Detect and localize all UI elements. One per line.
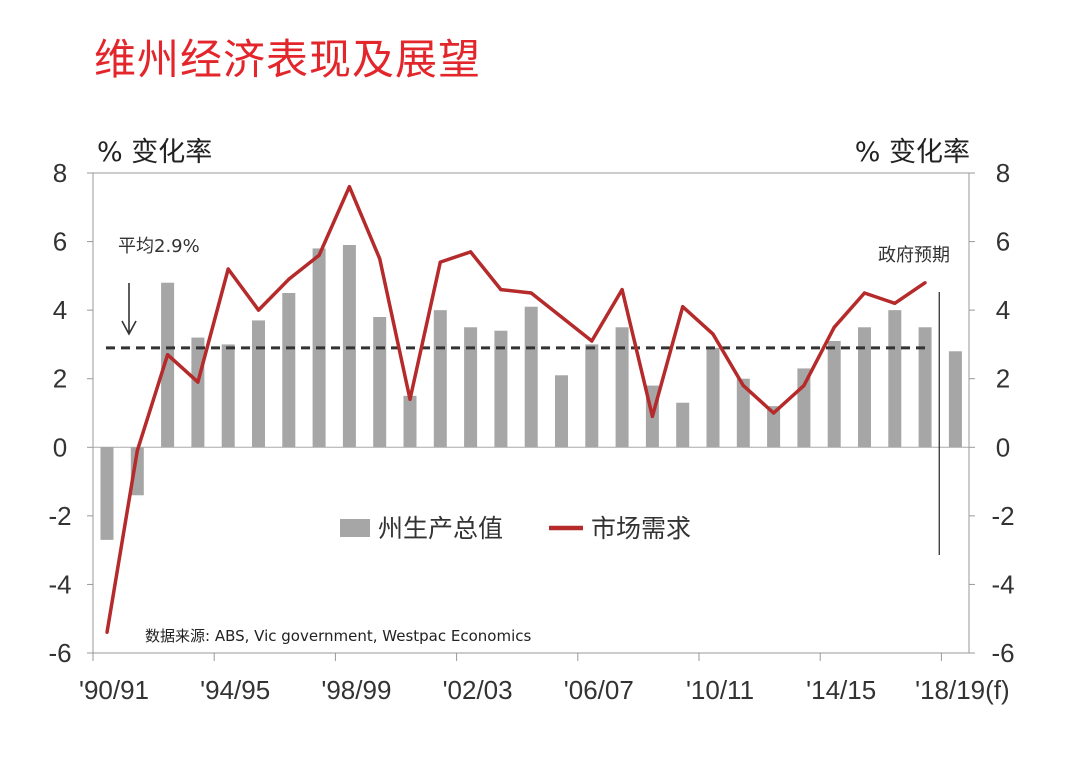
gsp-bar xyxy=(252,320,265,448)
right-y-tick-label: 2 xyxy=(996,364,1010,394)
demand-point xyxy=(105,630,109,635)
demand-point xyxy=(256,308,261,312)
demand-point xyxy=(499,287,503,292)
demand-point xyxy=(378,257,382,261)
gsp-bar xyxy=(888,310,902,448)
y-tick-label: 0 xyxy=(53,432,67,462)
gsp-bar xyxy=(918,327,932,448)
legend: 州生产总值 市场需求 xyxy=(340,514,691,543)
x-tick-label: '94/95 xyxy=(200,675,270,705)
demand-point xyxy=(347,185,351,189)
gsp-bar xyxy=(827,341,841,448)
demand-point xyxy=(711,332,715,336)
gsp-bar xyxy=(585,344,599,448)
gsp-bar xyxy=(191,337,205,448)
axes: 8 8 6 6 4 4 2 2 0 0 -2 -2 -4 -4 -6 -6 '90/91 '94/95 '98/99… xyxy=(48,158,1014,705)
demand-point xyxy=(559,315,564,319)
gsp-bar xyxy=(130,447,144,496)
right-y-tick-label: -2 xyxy=(991,501,1014,531)
gsp-bar xyxy=(403,395,417,448)
gsp-bar xyxy=(858,327,871,448)
demand-point xyxy=(166,353,170,357)
y-tick-label: -4 xyxy=(48,569,71,599)
gsp-bar xyxy=(494,330,508,448)
x-tick-label: '14/15 xyxy=(806,675,876,705)
demand-point xyxy=(529,291,533,295)
average-label: 平均2.9% xyxy=(118,236,200,257)
demand-point xyxy=(893,301,897,305)
demand-point xyxy=(620,287,624,292)
gsp-bar xyxy=(706,347,720,448)
y-tick-label: 8 xyxy=(53,158,67,188)
demand-point xyxy=(438,260,442,264)
gsp-bar xyxy=(373,317,387,448)
gsp-bar xyxy=(948,351,962,448)
gsp-bar xyxy=(524,306,538,448)
right-y-tick-label: -6 xyxy=(991,638,1014,668)
demand-point xyxy=(802,383,806,388)
x-tick-label: '10/11 xyxy=(686,675,754,705)
plot-frame xyxy=(92,172,970,654)
gsp-bar xyxy=(464,327,478,448)
gsp-bar xyxy=(221,344,235,448)
gsp-bar xyxy=(161,282,175,448)
gsp-bar xyxy=(615,327,629,448)
gsp-bar xyxy=(555,375,568,448)
x-tick-label: '98/99 xyxy=(321,675,391,705)
y-tick-label: -6 xyxy=(48,638,71,668)
demand-point xyxy=(408,397,412,401)
demand-point xyxy=(741,383,745,388)
gsp-bar xyxy=(100,447,114,540)
demand-point xyxy=(287,277,291,281)
demand-point xyxy=(772,411,776,415)
gsp-bars xyxy=(100,245,962,540)
y-tick-label: 6 xyxy=(53,227,67,257)
demand-point xyxy=(226,267,230,271)
demand-point xyxy=(590,339,594,343)
demand-point xyxy=(317,253,321,257)
page-title: 维州经济表现及展望 xyxy=(94,35,482,84)
right-y-tick-label: 4 xyxy=(996,295,1010,325)
x-tick-label: '02/03 xyxy=(443,675,513,705)
y-tick-label: -2 xyxy=(48,501,71,531)
down-arrow-icon xyxy=(121,283,137,336)
right-y-tick-label: 6 xyxy=(996,227,1010,257)
x-tick-label: '06/07 xyxy=(564,675,634,705)
demand-point xyxy=(862,291,867,295)
right-y-tick-label: -4 xyxy=(991,569,1014,599)
gsp-bar xyxy=(676,402,690,448)
right-unit-label: % 变化率 xyxy=(855,137,970,168)
gsp-bar xyxy=(342,245,356,448)
demand-point xyxy=(923,281,927,285)
left-unit-label: % 变化率 xyxy=(97,137,212,168)
legend-label-gsp: 州生产总值 xyxy=(378,514,503,543)
x-tick-label: '18/19(f) xyxy=(915,675,1010,705)
right-y-tick-label: 0 xyxy=(996,432,1010,462)
forecast-label: 政府预期 xyxy=(878,245,950,266)
x-tick-label: '90/91 xyxy=(79,675,149,705)
gsp-bar xyxy=(433,310,447,448)
right-y-tick-label: 8 xyxy=(996,158,1010,188)
legend-swatch-gsp xyxy=(340,519,370,537)
demand-point xyxy=(832,325,836,329)
demand-point xyxy=(135,449,139,453)
gsp-bar xyxy=(736,378,750,448)
y-tick-label: 4 xyxy=(53,295,67,325)
y-tick-label: 2 xyxy=(53,364,67,394)
source-note: 数据来源: ABS, Vic government, Westpac Econo… xyxy=(145,627,531,645)
gsp-bar xyxy=(282,293,296,448)
legend-label-demand: 市场需求 xyxy=(591,514,691,543)
demand-point xyxy=(650,414,655,419)
demand-line xyxy=(105,184,927,633)
gsp-bar xyxy=(767,406,781,448)
demand-point xyxy=(469,250,473,254)
demand-line-group xyxy=(105,184,927,635)
demand-point xyxy=(681,305,685,309)
demand-point xyxy=(196,380,200,384)
